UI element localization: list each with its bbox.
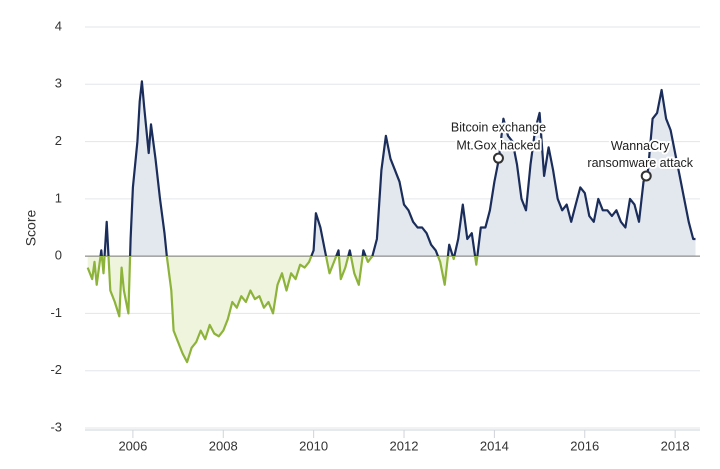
y-axis-label: Score [23,210,39,247]
y-tick-label: 4 [55,18,62,33]
annotation-text: Bitcoin exchange [451,120,546,134]
y-tick-label: -3 [50,419,62,434]
data-layer [85,80,700,364]
annotation-text: WannaCry [611,139,670,153]
line [86,80,696,364]
x-tick-label: 2016 [570,438,599,453]
area [87,81,696,363]
x-tick-label: 2010 [299,438,328,453]
y-tick-label: 0 [55,248,62,263]
y-tick-label: 3 [55,76,62,91]
x-tick-label: 2014 [480,438,509,453]
x-tick-label: 2018 [661,438,690,453]
x-tick-label: 2006 [118,438,147,453]
grid-layer: -3 -2 -1 0 1 2 3 4 2006 2008 2010 2012 2014 2016 2018 [50,18,700,453]
y-tick-label: 1 [55,190,62,205]
annotation-marker [640,170,652,182]
annotation-text: ransomware attack [587,156,693,170]
annotation-text: Mt.Gox hacked [456,138,540,152]
annotation-marker [492,152,504,164]
annotation-layer: Bitcoin exchange Mt.Gox hacked WannaCry ran… [449,118,696,182]
x-tick-label: 2008 [209,438,238,453]
y-tick-label: -2 [50,362,62,377]
y-tick-label: -1 [50,305,62,320]
x-tick-label: 2012 [390,438,419,453]
y-tick-label: 2 [55,133,62,148]
